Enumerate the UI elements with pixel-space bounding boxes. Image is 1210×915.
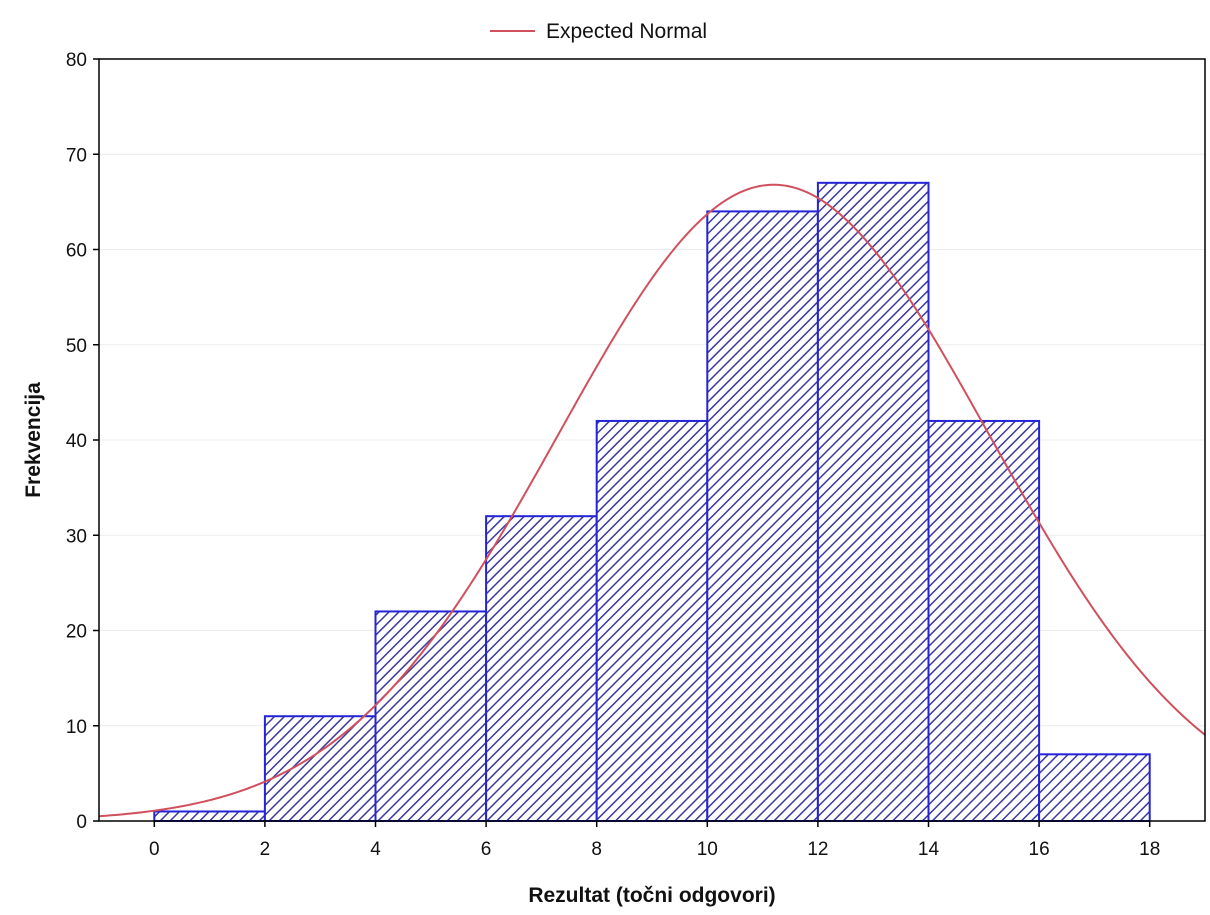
expected-normal-curve [99,183,1205,818]
legend-label: Expected Normal [546,20,707,43]
x-tick-label: 2 [260,839,271,860]
y-tick-label: 80 [66,50,87,71]
x-axis-ticks: 0 2 4 6 8 10 12 14 16 18 [149,821,1160,860]
x-tick-label: 6 [481,839,492,860]
histogram-bar [1038,753,1151,823]
y-tick-label: 60 [66,241,87,262]
y-tick-label: 40 [66,431,87,452]
histogram-bar [927,419,1041,822]
x-axis-title: Rezultat (točni odgovori) [528,884,775,907]
x-tick-label: 16 [1029,839,1050,860]
x-tick-label: 8 [591,839,602,860]
x-tick-label: 0 [149,839,160,860]
histogram-bar [485,515,598,822]
y-tick-label: 10 [66,717,87,738]
histogram-bar [374,610,488,823]
histogram-bar [816,181,930,822]
x-tick-label: 12 [807,839,828,860]
expected-normal-curve-layer [99,183,1205,818]
y-tick-label: 70 [66,145,87,166]
y-tick-label: 0 [76,812,87,833]
y-tick-label: 20 [66,622,87,643]
x-tick-label: 10 [697,839,718,860]
y-tick-label: 30 [66,526,87,547]
x-tick-label: 4 [370,839,381,860]
y-axis-title: Frekvencija [22,382,45,498]
y-axis-ticks: 0 10 20 30 40 50 60 70 80 [66,50,99,833]
histogram-bar [153,810,266,822]
x-tick-label: 14 [918,839,940,860]
histogram-bar [595,419,709,822]
histogram-bar [263,715,377,822]
y-tick-label: 50 [66,336,87,357]
histogram-bar [706,210,819,822]
x-tick-label: 18 [1139,839,1160,860]
legend: Expected Normal [490,20,707,43]
bars [153,181,1151,823]
